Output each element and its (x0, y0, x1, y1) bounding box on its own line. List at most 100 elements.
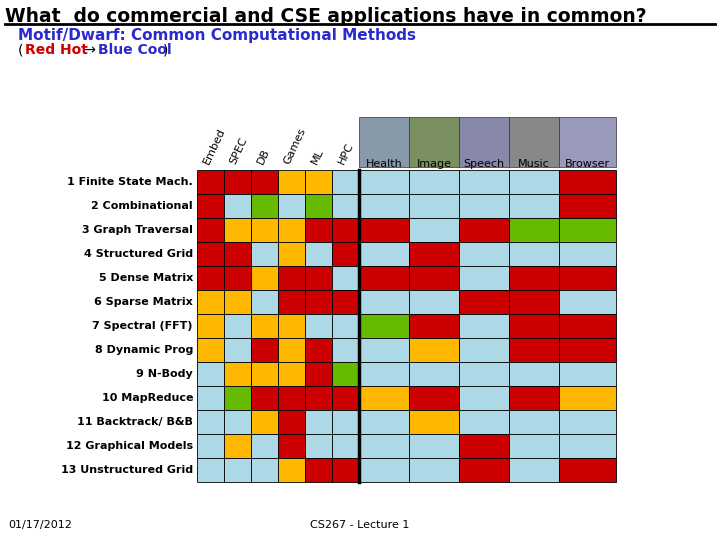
Bar (224, 218, 251, 242)
Text: Browser: Browser (565, 159, 610, 169)
Bar (359, 170, 409, 194)
Bar (409, 266, 459, 290)
Bar (251, 194, 278, 218)
Bar (332, 218, 359, 242)
Bar (559, 410, 616, 434)
Bar (332, 242, 359, 266)
Bar (332, 314, 359, 338)
Bar (459, 338, 509, 362)
Bar (251, 458, 278, 482)
Bar (278, 434, 305, 458)
Bar (359, 117, 409, 167)
Bar (278, 170, 305, 194)
Text: SPEC: SPEC (228, 136, 250, 166)
Bar (459, 290, 509, 314)
Bar (459, 314, 509, 338)
Bar (509, 242, 559, 266)
Text: 8 Dynamic Prog: 8 Dynamic Prog (94, 345, 193, 355)
Bar (459, 218, 509, 242)
Bar (305, 266, 332, 290)
Bar (559, 314, 616, 338)
Text: 10 MapReduce: 10 MapReduce (102, 393, 193, 403)
Bar (459, 410, 509, 434)
Bar (509, 218, 559, 242)
Bar (197, 386, 224, 410)
Bar (459, 434, 509, 458)
Bar (305, 290, 332, 314)
Bar (332, 410, 359, 434)
Bar (224, 410, 251, 434)
Bar (278, 242, 305, 266)
Bar (509, 386, 559, 410)
Bar (251, 386, 278, 410)
Bar (559, 242, 616, 266)
Bar (224, 194, 251, 218)
Text: DB: DB (256, 147, 271, 166)
Text: What  do commercial and CSE applications have in common?: What do commercial and CSE applications … (5, 7, 647, 26)
Bar (224, 362, 251, 386)
Bar (409, 362, 459, 386)
Bar (332, 434, 359, 458)
Bar (332, 458, 359, 482)
Bar (359, 242, 409, 266)
Bar (251, 170, 278, 194)
Bar (332, 362, 359, 386)
Bar (409, 410, 459, 434)
Bar (251, 218, 278, 242)
Text: 12 Graphical Models: 12 Graphical Models (66, 441, 193, 451)
Text: Red Hot: Red Hot (25, 43, 88, 57)
Bar (332, 290, 359, 314)
Bar (278, 386, 305, 410)
Bar (305, 242, 332, 266)
Bar (509, 117, 559, 167)
Bar (278, 290, 305, 314)
Bar (459, 266, 509, 290)
Bar (359, 218, 409, 242)
Bar (224, 314, 251, 338)
Bar (459, 458, 509, 482)
Bar (509, 170, 559, 194)
Bar (197, 242, 224, 266)
Text: 1 Finite State Mach.: 1 Finite State Mach. (67, 177, 193, 187)
Bar (305, 386, 332, 410)
Bar (278, 338, 305, 362)
Bar (305, 434, 332, 458)
Bar (332, 338, 359, 362)
Bar (559, 338, 616, 362)
Text: HPC: HPC (336, 141, 355, 166)
Text: 7 Spectral (FFT): 7 Spectral (FFT) (92, 321, 193, 331)
Bar (197, 266, 224, 290)
Bar (278, 410, 305, 434)
Bar (305, 362, 332, 386)
Text: Blue Cool: Blue Cool (98, 43, 171, 57)
Bar (509, 434, 559, 458)
Bar (224, 242, 251, 266)
Text: 9 N-Body: 9 N-Body (136, 369, 193, 379)
Bar (359, 362, 409, 386)
Bar (409, 170, 459, 194)
Text: 5 Dense Matrix: 5 Dense Matrix (99, 273, 193, 283)
Bar (509, 362, 559, 386)
Bar (509, 290, 559, 314)
Bar (278, 458, 305, 482)
Bar (224, 434, 251, 458)
Bar (409, 242, 459, 266)
Bar (559, 266, 616, 290)
Text: 11 Backtrack/ B&B: 11 Backtrack/ B&B (77, 417, 193, 427)
Bar (559, 117, 616, 167)
Bar (278, 194, 305, 218)
Bar (251, 242, 278, 266)
Bar (559, 386, 616, 410)
Bar (459, 386, 509, 410)
Bar (509, 338, 559, 362)
Text: Speech: Speech (464, 159, 505, 169)
Bar (251, 434, 278, 458)
Bar (224, 170, 251, 194)
Bar (278, 218, 305, 242)
Bar (251, 290, 278, 314)
Bar (509, 266, 559, 290)
Bar (359, 386, 409, 410)
Bar (197, 362, 224, 386)
Bar (409, 194, 459, 218)
Bar (459, 362, 509, 386)
